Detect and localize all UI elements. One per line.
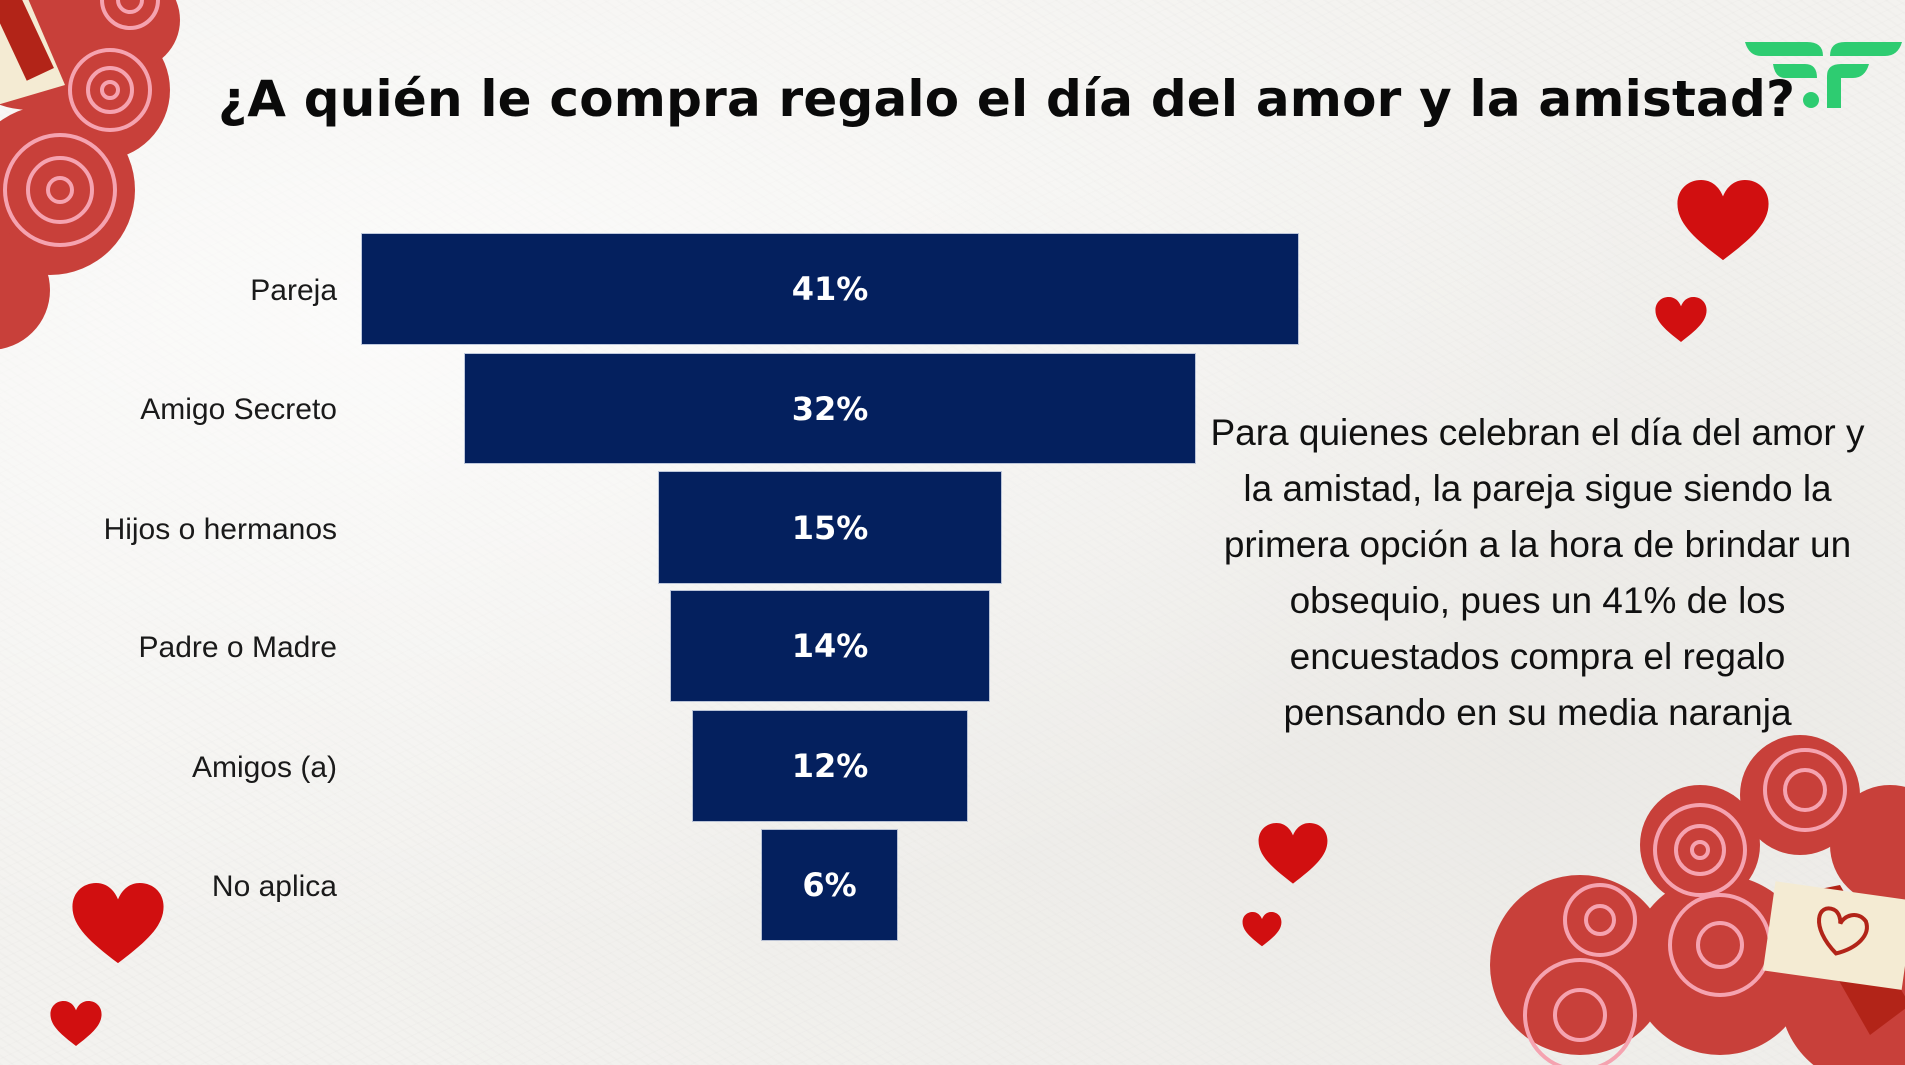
heart-icon — [72, 883, 164, 964]
logo-icon — [1745, 42, 1902, 108]
funnel-bar: 6% — [762, 830, 897, 940]
gift-tag-icon — [1762, 881, 1905, 990]
funnel-bar: 41% — [362, 234, 1298, 344]
bar-value-label: 14% — [791, 627, 869, 665]
roses-bouquet-icon — [1490, 735, 1905, 1065]
heart-icon — [1258, 823, 1328, 884]
heart-icon — [1677, 180, 1769, 261]
funnel-bar: 32% — [465, 354, 1195, 463]
roses-bouquet-icon — [0, 0, 180, 350]
category-label: No aplica — [211, 870, 337, 903]
bar-value-label: 32% — [791, 389, 869, 428]
bar-value-label: 6% — [802, 866, 857, 904]
funnel-bar: 14% — [671, 591, 989, 701]
funnel-bar: 15% — [659, 472, 1001, 583]
category-label: Pareja — [250, 274, 337, 307]
heart-icon — [1242, 912, 1282, 947]
category-labels: Pareja Amigo Secreto Hijos o hermanos Pa… — [0, 0, 337, 1065]
heart-icon — [1655, 297, 1707, 342]
category-label: Amigo Secreto — [140, 393, 337, 426]
category-label: Amigos (a) — [191, 751, 337, 784]
bar-value-label: 41% — [791, 270, 869, 308]
heart-icon — [50, 1001, 102, 1046]
bar-value-label: 15% — [791, 508, 869, 547]
insight-text: Para quienes celebran el día del amor y … — [1210, 412, 1865, 733]
category-label: Hijos o hermanos — [103, 513, 337, 546]
funnel-bar: 12% — [693, 711, 967, 821]
category-label: Padre o Madre — [138, 631, 337, 664]
bar-value-label: 12% — [791, 747, 869, 785]
page-title: ¿A quién le compra regalo el día del amo… — [218, 70, 1796, 128]
